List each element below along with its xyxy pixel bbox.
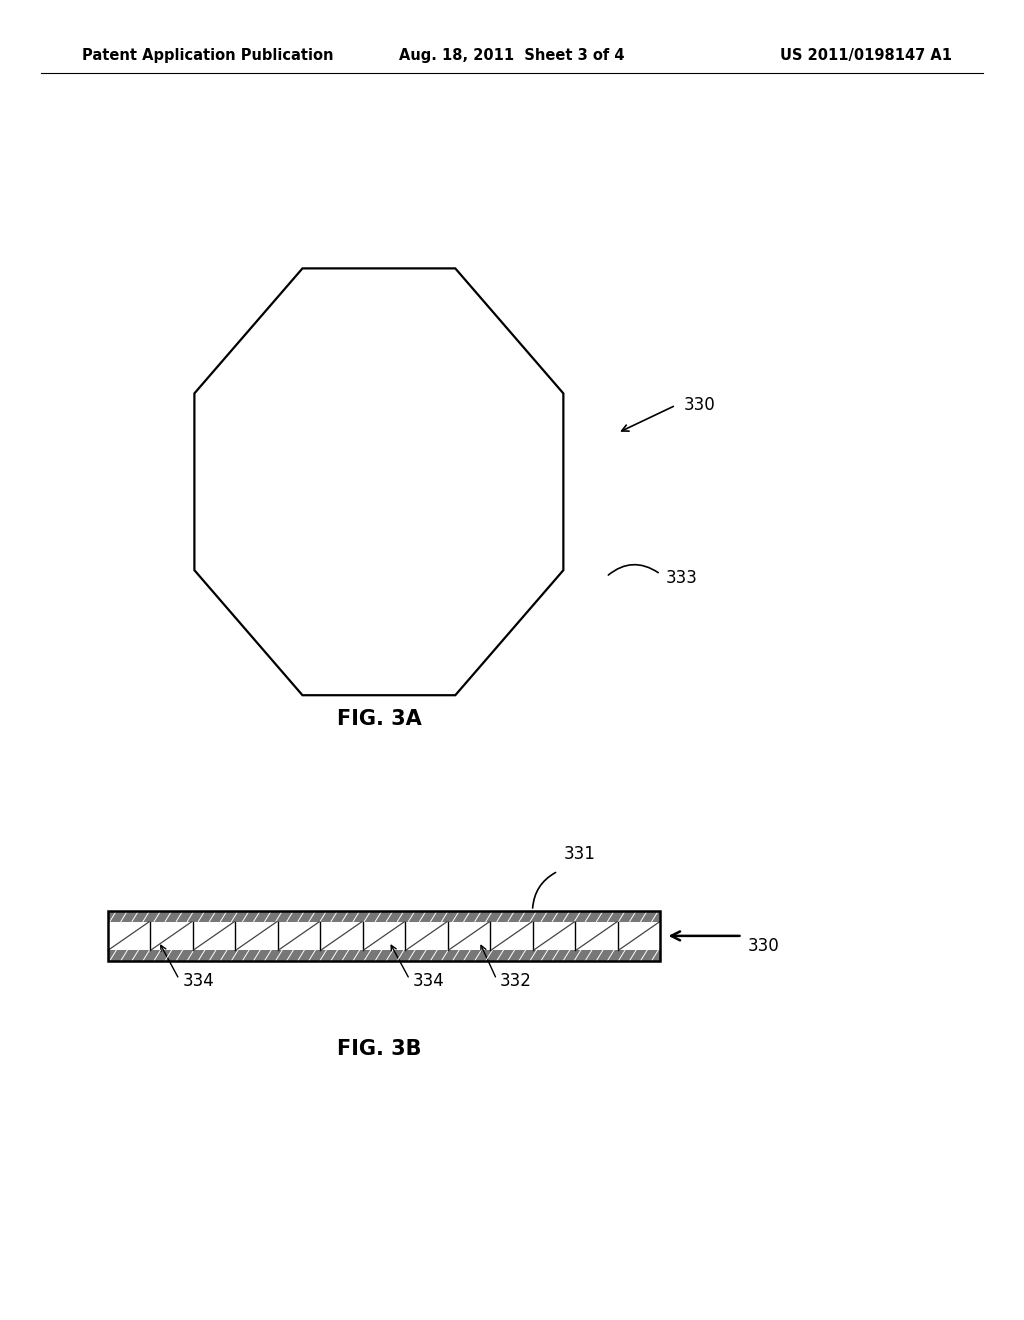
Text: US 2011/0198147 A1: US 2011/0198147 A1 — [780, 48, 952, 63]
Bar — [108, 911, 660, 921]
Text: Patent Application Publication: Patent Application Publication — [82, 48, 334, 63]
Bar — [108, 911, 660, 961]
Text: 330: 330 — [748, 937, 779, 956]
Text: 334: 334 — [182, 972, 214, 990]
Text: 333: 333 — [666, 569, 697, 587]
Text: 331: 331 — [563, 845, 595, 863]
Text: 334: 334 — [413, 972, 444, 990]
Bar — [108, 911, 660, 961]
Text: 332: 332 — [500, 972, 531, 990]
Text: Aug. 18, 2011  Sheet 3 of 4: Aug. 18, 2011 Sheet 3 of 4 — [399, 48, 625, 63]
Text: FIG. 3B: FIG. 3B — [337, 1039, 421, 1060]
Bar — [108, 950, 660, 961]
Text: FIG. 3A: FIG. 3A — [337, 709, 421, 730]
Text: 330: 330 — [684, 396, 716, 414]
